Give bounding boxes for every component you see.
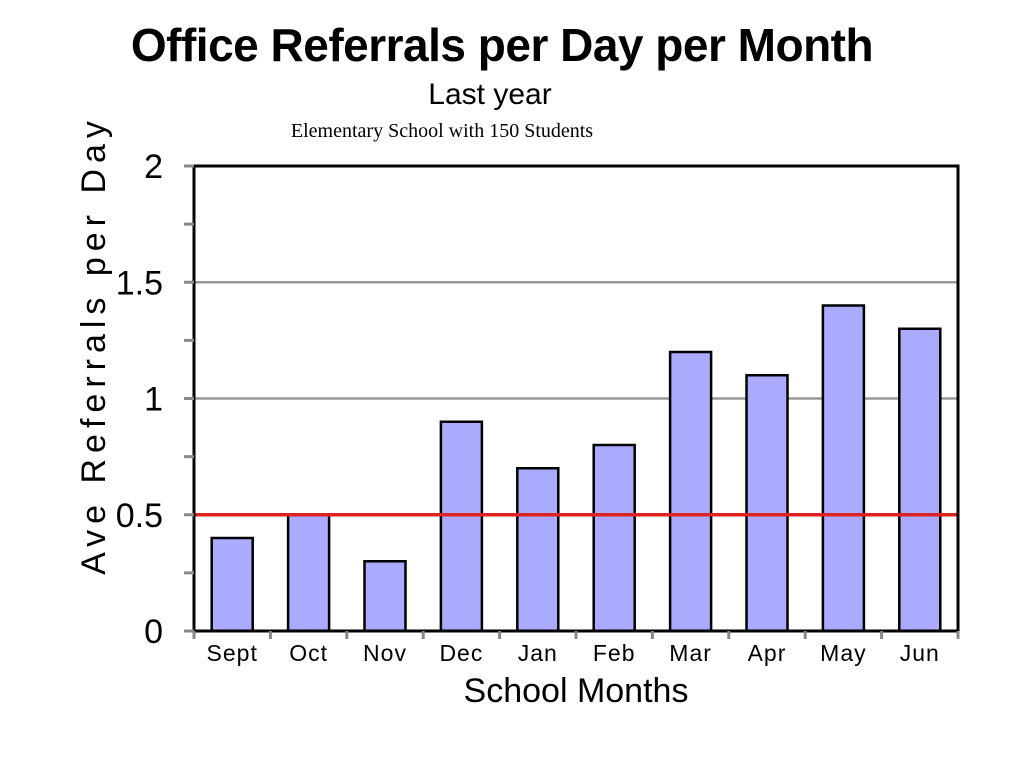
y-tick-labels: 0 0.5 1 1.5 2: [116, 148, 163, 651]
chart-title: Office Referrals per Day per Month: [130, 19, 874, 71]
bar-jan: [516, 467, 560, 633]
x-tick-label: Feb: [593, 640, 636, 666]
axis-ticks: [184, 164, 960, 639]
x-tick-label: Nov: [363, 640, 407, 666]
bar-apr: [745, 374, 789, 633]
y-tick-label: 0.5: [116, 497, 163, 535]
y-axis-label: Ave Referrals per Day: [75, 115, 113, 575]
x-tick-label: Jun: [900, 640, 940, 666]
x-tick-label: Jan: [518, 640, 558, 666]
bar-dec: [439, 420, 484, 633]
bar-sept: [210, 536, 254, 633]
x-tick-label: Oct: [289, 640, 328, 666]
y-tick-label: 1.5: [116, 264, 163, 302]
x-tick-label: May: [820, 640, 866, 666]
bar-feb: [592, 443, 636, 633]
x-tick-label: Dec: [439, 640, 483, 666]
chart-subtitle: Last year: [428, 78, 552, 111]
y-tick-label: 1: [144, 381, 163, 419]
x-axis-label: School Months: [464, 672, 689, 710]
chart-note: Elementary School with 150 Students: [290, 120, 594, 142]
x-tick-label: Apr: [748, 640, 787, 666]
x-tick-label: Mar: [669, 640, 712, 666]
bar-nov: [363, 560, 407, 633]
bar-jun: [898, 327, 942, 633]
bar-may: [821, 304, 866, 633]
bar-mar: [668, 350, 713, 633]
y-tick-label: 0: [144, 613, 163, 651]
x-tick-label: Sept: [207, 640, 258, 666]
y-tick-label: 2: [144, 148, 163, 186]
x-tick-labels: Sept Oct Nov Dec Jan Feb Mar Apr May Jun: [207, 640, 940, 666]
bar-oct: [286, 513, 331, 633]
bars: [210, 304, 942, 633]
